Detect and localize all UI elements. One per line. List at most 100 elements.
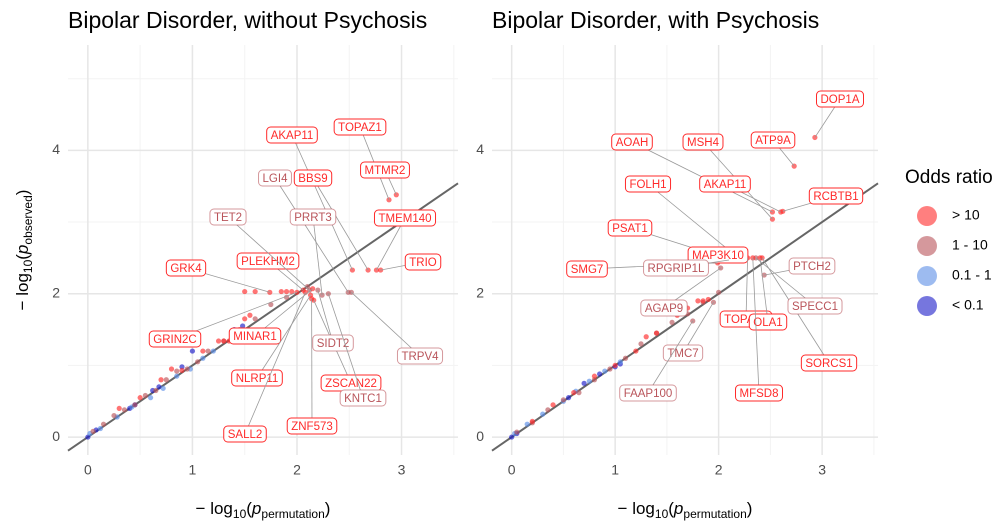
gene-label-text: FOLH1 xyxy=(629,179,666,191)
gene-label-box xyxy=(339,389,387,407)
gene-label-box xyxy=(735,384,783,402)
point xyxy=(509,434,515,440)
gene-label-box xyxy=(619,384,677,402)
point xyxy=(100,421,107,427)
point xyxy=(142,392,148,399)
leader-line xyxy=(759,257,769,323)
leader-line xyxy=(312,177,369,271)
point xyxy=(174,373,180,379)
axis-label-part: − log xyxy=(13,273,32,310)
gene-label-box xyxy=(787,297,843,315)
gene-label-text: KNTC1 xyxy=(344,393,382,405)
axis-label-part: ) xyxy=(13,190,32,196)
point xyxy=(160,385,166,391)
x-tick-label: 3 xyxy=(398,462,406,478)
point xyxy=(695,298,701,304)
gene-label-box xyxy=(148,330,202,348)
gene-label-text: PTCH2 xyxy=(793,261,831,273)
gene-label-text: MINAR1 xyxy=(233,331,276,343)
gene-label-box xyxy=(266,126,318,144)
point xyxy=(586,378,592,384)
legend-swatch xyxy=(917,236,937,256)
gene-label: ZSCAN22 xyxy=(320,374,382,392)
gene-label-text: OLA1 xyxy=(753,317,782,329)
gene-label-box xyxy=(699,175,751,193)
gene-label: MFSD8 xyxy=(735,384,783,402)
point xyxy=(242,316,248,322)
axis-label-part: 10 xyxy=(21,259,35,273)
point xyxy=(184,366,190,372)
gene-label-text: MSH4 xyxy=(687,137,720,149)
point xyxy=(179,364,185,370)
point xyxy=(240,323,246,329)
legend-swatch xyxy=(917,266,937,286)
x-tick-label: 2 xyxy=(293,462,301,478)
gene-label-box xyxy=(333,118,387,136)
point xyxy=(710,299,717,305)
point xyxy=(121,407,128,413)
gene-label: SPECC1 xyxy=(787,297,843,315)
gene-label-box xyxy=(682,133,724,151)
point xyxy=(242,288,248,295)
gene-label-text: TRPV4 xyxy=(401,351,439,363)
gene-label-text: DOP1A xyxy=(821,94,860,106)
chart-title: Bipolar Disorder, with Psychosis xyxy=(492,7,819,33)
gene-label: MINAR1 xyxy=(228,327,282,345)
gene-label: PSAT1 xyxy=(607,219,653,237)
point xyxy=(179,367,185,374)
gene-label-text: GRIN2C xyxy=(153,334,196,346)
x-tick-label: 0 xyxy=(508,462,516,478)
gene-label: PLEKHM2 xyxy=(236,252,300,270)
gene-label-box xyxy=(360,161,410,179)
gene-label: AKAP11 xyxy=(266,126,318,144)
point xyxy=(571,390,577,396)
point xyxy=(617,359,623,365)
legend-label: 0.1 - 1 xyxy=(952,267,992,283)
gene-label-box xyxy=(750,131,796,149)
gene-label-text: GRK4 xyxy=(170,263,202,275)
point xyxy=(612,362,618,369)
point xyxy=(189,348,196,354)
point xyxy=(252,288,258,295)
axis-label: − log10(pobserved) xyxy=(13,190,35,311)
gene-label: TRIO xyxy=(404,253,442,271)
gene-label: TOPAZ1 xyxy=(333,118,387,136)
point xyxy=(700,298,706,304)
gene-label-box xyxy=(396,347,444,365)
gene-label-text: TRIO xyxy=(409,257,437,269)
point xyxy=(205,348,211,354)
gene-label-box xyxy=(816,90,864,108)
gene-label-box xyxy=(404,253,442,271)
leader-line xyxy=(256,294,311,379)
gene-label-text: PRRT3 xyxy=(294,212,332,224)
point xyxy=(669,319,675,325)
leader-line xyxy=(647,320,694,394)
gene-label: AKAP11 xyxy=(699,175,751,193)
leader-line xyxy=(376,217,406,271)
gene-label: TET2 xyxy=(209,208,247,226)
gene-label: GRK4 xyxy=(165,259,207,277)
gene-label-text: AKAP11 xyxy=(704,179,747,191)
gene-label-box xyxy=(662,344,704,362)
axis-label-part: p xyxy=(673,499,683,518)
axis-label: − log10(ppermutation) xyxy=(618,499,753,521)
legend-swatch xyxy=(917,296,937,316)
point xyxy=(215,338,222,344)
point xyxy=(283,288,290,295)
leader-line xyxy=(274,177,349,293)
point xyxy=(195,359,201,365)
point xyxy=(304,283,311,290)
point xyxy=(132,402,138,408)
y-tick-label: 0 xyxy=(476,428,484,444)
leader-line xyxy=(291,134,353,271)
axis-label-part: 10 xyxy=(233,507,247,521)
leader-line xyxy=(647,183,739,259)
gene-label-text: ZSCAN22 xyxy=(325,378,377,390)
point xyxy=(156,384,162,390)
legend-label: 1 - 10 xyxy=(952,237,988,253)
leader-line xyxy=(317,290,334,344)
gene-label-box xyxy=(640,299,688,317)
leader-line xyxy=(312,216,323,296)
gene-label: DOP1A xyxy=(816,90,864,108)
point xyxy=(653,330,660,336)
